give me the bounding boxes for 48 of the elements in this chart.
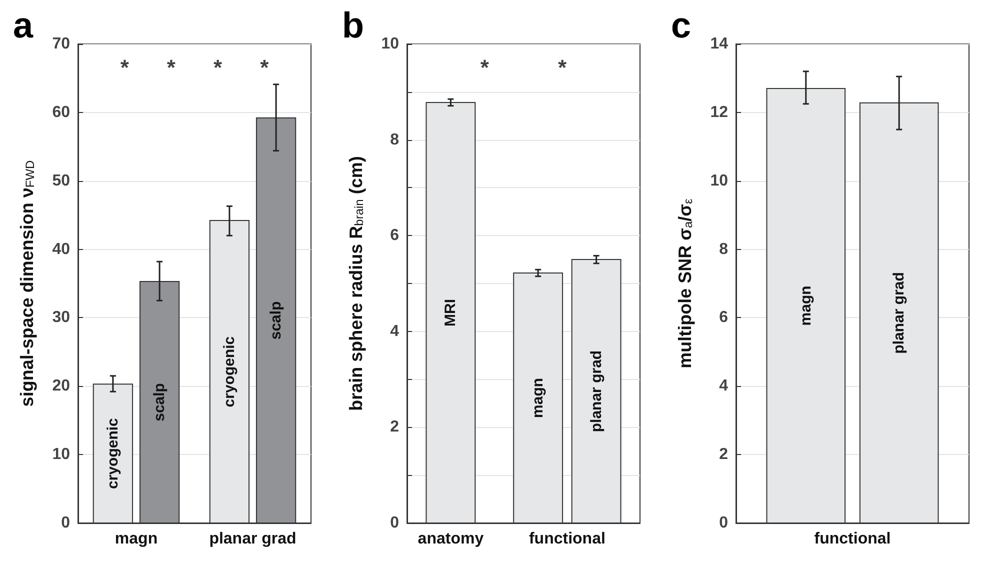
y-tick-label: 10 (52, 446, 70, 464)
y-tick-label: 30 (52, 309, 70, 326)
y-axis-title: signal-space dimension νFWD (17, 160, 37, 407)
y-tick-label: 4 (390, 322, 400, 340)
series-label: planar grad (890, 272, 908, 354)
chart-title: a (13, 4, 34, 46)
x-tick-label: anatomy (418, 530, 484, 548)
y-tick-label: 10 (710, 172, 728, 190)
chart-title: c (671, 4, 692, 46)
x-tick-label: functional (528, 530, 606, 548)
y-tick-label: 0 (61, 514, 70, 532)
y-tick-label: 8 (719, 240, 728, 258)
y-tick-label: 8 (390, 131, 400, 148)
y-tick-label: 50 (52, 172, 70, 190)
y-axis-title: brain sphere radius Rbrain (cm) (346, 156, 366, 411)
series-label: cryogenic (220, 336, 238, 408)
y-tick-label: 0 (719, 514, 728, 532)
y-tick-label: 12 (710, 104, 728, 121)
series-label: scalp (151, 383, 168, 422)
annotation: * (260, 55, 270, 80)
annotation: * (558, 55, 568, 80)
annotation: * (214, 55, 223, 80)
y-tick-label: 10 (381, 36, 400, 52)
y-tick-label: 14 (710, 36, 728, 52)
y-tick-label: 70 (52, 36, 70, 52)
y-tick-label: 2 (390, 418, 400, 436)
annotation: * (480, 55, 490, 80)
y-tick-label: 4 (719, 378, 728, 395)
text: scalp (268, 301, 285, 340)
annotation: * (166, 55, 176, 80)
x-tick-label: magn (114, 530, 158, 548)
series-label: planar grad (588, 350, 605, 432)
series-label: magn (530, 378, 547, 418)
y-tick-label: 40 (52, 240, 70, 258)
series-label: MRI (442, 298, 460, 326)
y-tick-label: 60 (52, 104, 70, 121)
y-tick-label: 6 (390, 227, 400, 244)
y-tick-label: 6 (719, 309, 728, 326)
chart-title: b (342, 4, 364, 46)
y-tick-label: 0 (390, 514, 400, 532)
series-label: magn (797, 286, 814, 326)
x-tick-label: functional (814, 530, 891, 548)
x-tick-label: planar grad (209, 530, 296, 548)
y-axis-title: multipole SNR σa/σε (675, 198, 695, 368)
y-tick-label: 20 (52, 378, 70, 395)
annotation: * (120, 55, 130, 80)
y-tick-label: 2 (719, 446, 728, 464)
text: cryogenic (104, 418, 122, 489)
